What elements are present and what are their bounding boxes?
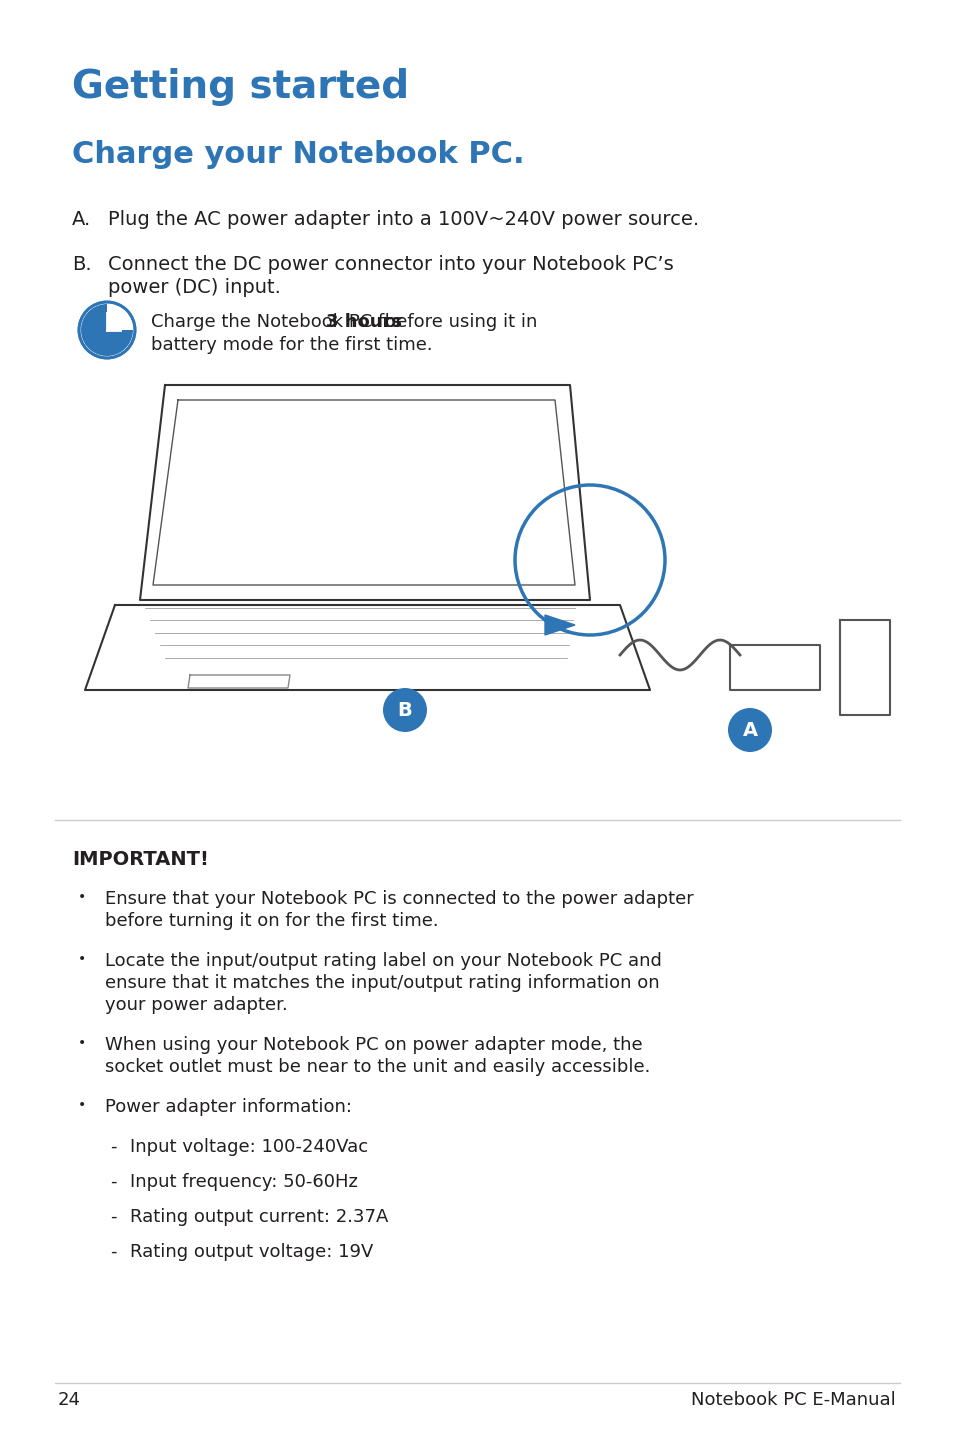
Text: power (DC) input.: power (DC) input. xyxy=(108,278,280,298)
Text: your power adapter.: your power adapter. xyxy=(105,997,288,1014)
Text: Power adapter information:: Power adapter information: xyxy=(105,1099,352,1116)
Text: -: - xyxy=(110,1208,116,1227)
Text: •: • xyxy=(78,890,86,905)
Text: Charge your Notebook PC.: Charge your Notebook PC. xyxy=(71,139,524,170)
Text: -: - xyxy=(110,1242,116,1261)
Text: battery mode for the first time.: battery mode for the first time. xyxy=(151,336,432,354)
Text: B: B xyxy=(397,700,412,719)
Wedge shape xyxy=(81,303,132,357)
Text: A.: A. xyxy=(71,210,91,229)
Text: A: A xyxy=(741,720,757,739)
Text: -: - xyxy=(110,1173,116,1191)
Text: Notebook PC E-Manual: Notebook PC E-Manual xyxy=(691,1391,895,1409)
Text: ensure that it matches the input/output rating information on: ensure that it matches the input/output … xyxy=(105,974,659,992)
Wedge shape xyxy=(107,303,132,329)
Text: Getting started: Getting started xyxy=(71,68,409,106)
Text: Rating output current: 2.37A: Rating output current: 2.37A xyxy=(130,1208,388,1227)
Text: Charge the Notebook PC for: Charge the Notebook PC for xyxy=(151,313,408,331)
Text: before using it in: before using it in xyxy=(378,313,537,331)
Text: 24: 24 xyxy=(58,1391,81,1409)
Text: B.: B. xyxy=(71,255,91,275)
Circle shape xyxy=(727,707,771,752)
Text: Connect the DC power connector into your Notebook PC’s: Connect the DC power connector into your… xyxy=(108,255,673,275)
Text: socket outlet must be near to the unit and easily accessible.: socket outlet must be near to the unit a… xyxy=(105,1058,650,1076)
Text: 3 hours: 3 hours xyxy=(326,313,402,331)
Text: IMPORTANT!: IMPORTANT! xyxy=(71,850,209,869)
Text: Plug the AC power adapter into a 100V~240V power source.: Plug the AC power adapter into a 100V~24… xyxy=(108,210,699,229)
Text: •: • xyxy=(78,1035,86,1050)
Text: When using your Notebook PC on power adapter mode, the: When using your Notebook PC on power ada… xyxy=(105,1035,642,1054)
Text: •: • xyxy=(78,952,86,966)
Text: Input voltage: 100-240Vac: Input voltage: 100-240Vac xyxy=(130,1137,368,1156)
Text: Input frequency: 50-60Hz: Input frequency: 50-60Hz xyxy=(130,1173,357,1191)
Text: Ensure that your Notebook PC is connected to the power adapter: Ensure that your Notebook PC is connecte… xyxy=(105,890,693,907)
Polygon shape xyxy=(544,615,575,636)
Circle shape xyxy=(77,301,137,360)
Text: •: • xyxy=(78,1099,86,1112)
Circle shape xyxy=(382,687,427,732)
Text: before turning it on for the first time.: before turning it on for the first time. xyxy=(105,912,438,930)
Text: -: - xyxy=(110,1137,116,1156)
Text: Locate the input/output rating label on your Notebook PC and: Locate the input/output rating label on … xyxy=(105,952,661,971)
Text: Rating output voltage: 19V: Rating output voltage: 19V xyxy=(130,1242,373,1261)
